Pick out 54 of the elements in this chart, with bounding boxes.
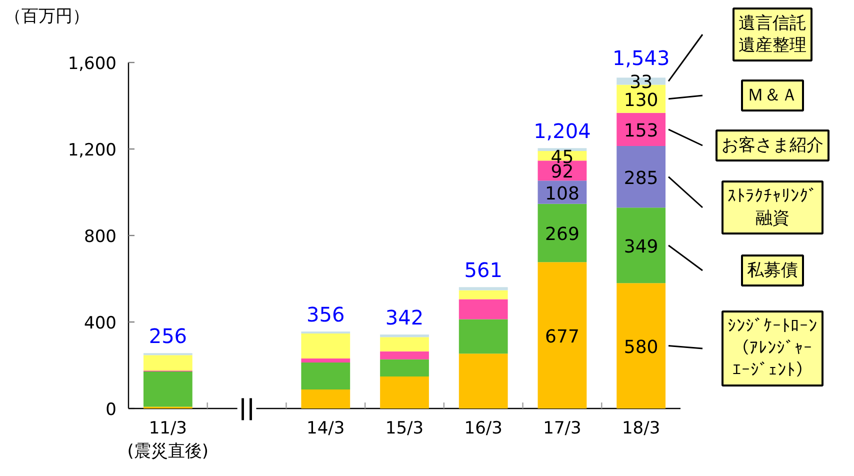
data-label: 677 xyxy=(545,326,580,348)
data-label: 269 xyxy=(545,224,580,246)
bar xyxy=(458,319,508,354)
x-tick-label: 17/3 xyxy=(543,418,582,438)
y-tick-label: 1,200 xyxy=(68,140,117,160)
text: 遺言信託遺産整理 xyxy=(738,14,806,56)
bar xyxy=(538,204,587,262)
x-tick-label: 16/3 xyxy=(464,418,502,438)
annotation: 256 xyxy=(148,324,188,348)
text: ｽﾄﾗｸﾁｬﾘﾝｸﾞ融資 xyxy=(728,186,818,228)
data-label: 130 xyxy=(624,90,658,111)
bar xyxy=(380,359,429,376)
bar xyxy=(380,337,429,352)
bar xyxy=(380,376,429,408)
annotation: || xyxy=(238,396,255,421)
annotation: 561 xyxy=(464,258,502,282)
bar xyxy=(301,389,350,408)
data-label: 153 xyxy=(624,120,658,142)
annotation: 1,543 xyxy=(612,46,670,70)
bar xyxy=(380,351,429,360)
bar xyxy=(616,283,666,408)
data-label: 349 xyxy=(624,236,658,258)
x-tick-label: 14/3 xyxy=(306,418,345,438)
bar xyxy=(458,287,508,290)
bar xyxy=(458,299,508,320)
bar xyxy=(301,362,350,390)
bar xyxy=(301,358,350,362)
data-label: 108 xyxy=(545,183,580,204)
bar xyxy=(538,262,587,408)
bar xyxy=(143,355,192,371)
text: Ｍ＆Ａ xyxy=(747,86,798,106)
x-tick-label: 18/3 xyxy=(622,418,660,438)
x-tick-label: 11/3 (震災直後) xyxy=(127,418,209,462)
x-tick-label: 15/3 xyxy=(385,418,424,438)
y-tick-label: 0 xyxy=(106,400,117,420)
y-axis-title: （百万円） xyxy=(4,6,90,26)
bar xyxy=(458,354,508,408)
data-label: 285 xyxy=(624,168,658,189)
y-tick-label: 1,600 xyxy=(68,54,117,74)
bar xyxy=(616,208,666,284)
bar xyxy=(301,333,350,359)
bar xyxy=(143,372,192,407)
annotation: 356 xyxy=(306,302,345,327)
y-tick-label: 800 xyxy=(84,227,117,247)
text: ｼﾝｼﾞｹｰﾄﾛｰﾝ（ｱﾚﾝｼﾞｬｰｴｰｼﾞｪﾝﾄ） xyxy=(728,316,818,380)
annotation: 1,204 xyxy=(534,119,591,144)
text: 私募債 xyxy=(747,260,798,280)
bar xyxy=(380,334,429,338)
bar xyxy=(458,290,508,300)
data-label: 580 xyxy=(624,336,658,358)
annotation: 342 xyxy=(385,306,424,330)
bar xyxy=(616,146,666,208)
y-tick-label: 400 xyxy=(84,314,117,334)
text: お客さま紹介 xyxy=(722,136,824,156)
